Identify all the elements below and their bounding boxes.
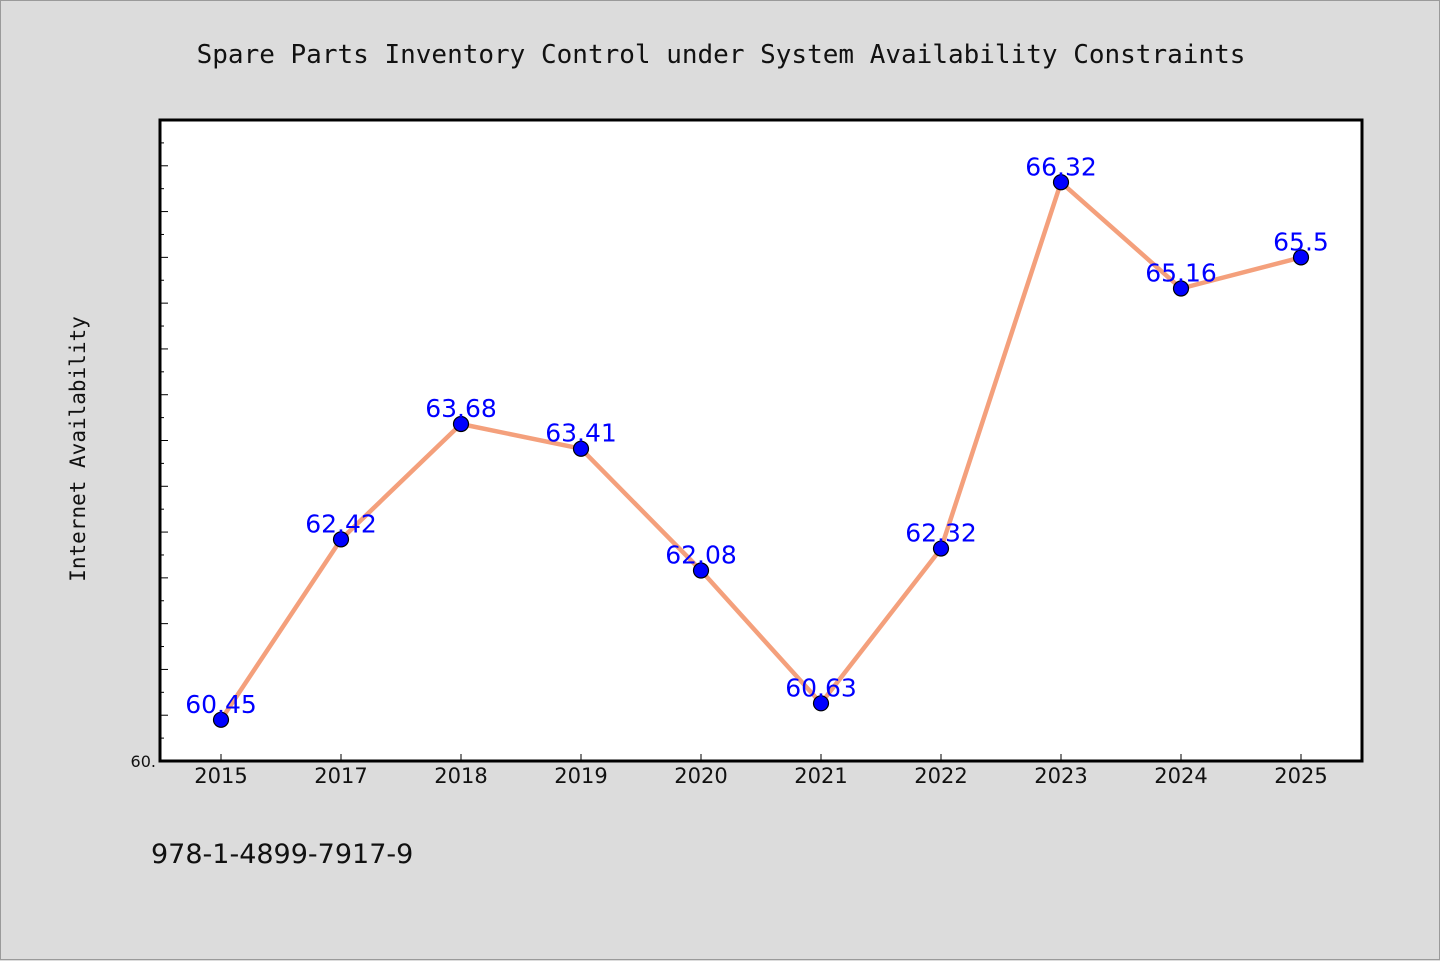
data-label-2015: 60.45	[185, 690, 257, 719]
x-tick-label-2018: 2018	[434, 764, 487, 788]
data-point-2020	[692, 562, 710, 579]
data-label-2025: 65.5	[1273, 227, 1329, 256]
data-point-2024	[1172, 280, 1190, 297]
plot-area	[158, 118, 1364, 763]
x-tick-label-2025: 2025	[1274, 764, 1327, 788]
y-axis-ticks	[160, 142, 168, 739]
data-label-2017: 62.42	[305, 509, 377, 538]
y-tick-label: 60.	[131, 752, 156, 771]
y-axis-label: Internet Availability	[66, 316, 90, 582]
x-tick-label-2020: 2020	[674, 764, 727, 788]
x-tick-label-2023: 2023	[1034, 764, 1087, 788]
x-tick-label-2022: 2022	[914, 764, 967, 788]
data-point-2018	[452, 415, 470, 433]
data-point-2023	[1052, 174, 1070, 191]
data-point-2025	[1292, 249, 1310, 266]
data-point-2019	[572, 440, 590, 457]
data-label-2022: 62.32	[905, 519, 977, 548]
data-point-2017	[332, 531, 350, 548]
data-point-2021	[812, 695, 830, 712]
x-tick-label-2019: 2019	[554, 764, 607, 788]
data-label-2024: 65.16	[1145, 258, 1217, 287]
data-label-2021: 60.63	[785, 673, 857, 702]
x-tick-label-2021: 2021	[794, 764, 847, 788]
isbn-label: 978-1-4899-7917-9	[151, 839, 413, 870]
chart-title: Spare Parts Inventory Control under Syst…	[197, 40, 1246, 70]
data-label-2019: 63.41	[545, 419, 617, 448]
data-label-2020: 62.08	[665, 541, 737, 570]
data-point-2022	[932, 540, 950, 557]
x-tick-label-2015: 2015	[194, 764, 247, 788]
x-axis-ticks: 2015 2017 2018 2019 2020 2021 2022 2023 2024 2025	[194, 754, 1328, 788]
series-line	[218, 180, 1304, 723]
x-tick-label-2017: 2017	[314, 764, 367, 788]
data-point-2015	[212, 711, 230, 728]
series-layer	[212, 174, 1310, 728]
data-label-2018: 63.68	[425, 394, 497, 423]
data-label-2023: 66.32	[1025, 152, 1097, 181]
x-tick-label-2024: 2024	[1154, 764, 1207, 788]
data-labels-layer: 60.45 62.42 63.68 63.41 62.08 60.63 62.32 66.32…	[185, 152, 1329, 719]
